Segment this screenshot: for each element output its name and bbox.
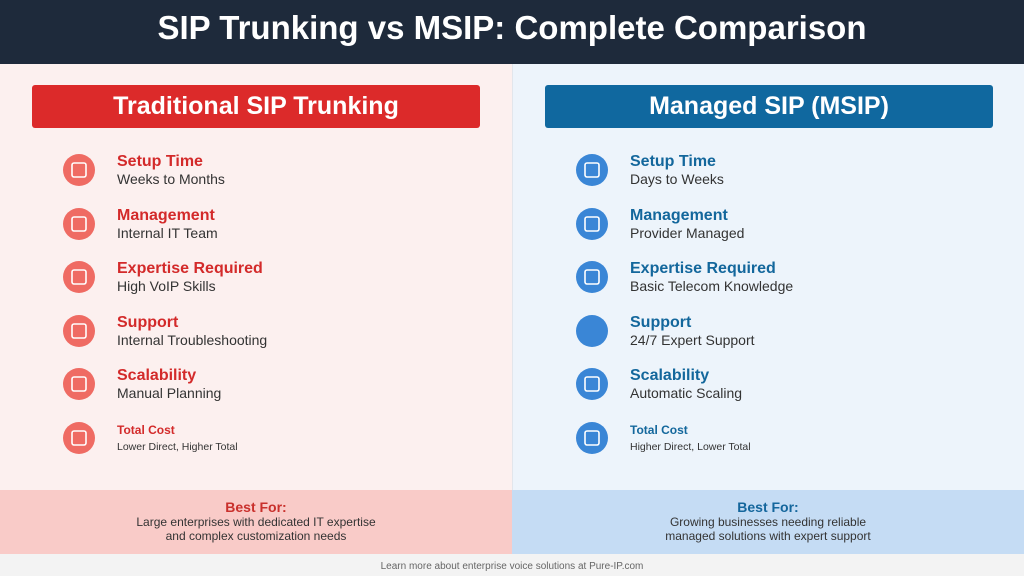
item-value: Days to Weeks — [630, 171, 724, 187]
column-heading: Traditional SIP Trunking — [32, 85, 480, 128]
item-value: Basic Telecom Knowledge — [630, 278, 794, 294]
best-for-box: Best For: Large enterprises with dedicat… — [0, 490, 512, 554]
item-icon — [576, 261, 608, 293]
best-for-line: and complex customization needs — [165, 529, 347, 543]
item-value: Automatic Scaling — [630, 385, 743, 401]
item-icon — [576, 207, 608, 240]
best-for-line: managed solutions with expert support — [665, 529, 871, 543]
column-heading: Managed SIP (MSIP) — [545, 85, 993, 128]
item-icon — [576, 421, 608, 454]
item-icon — [576, 368, 608, 400]
item-icon — [63, 154, 95, 186]
item-value: Weeks to Months — [117, 171, 225, 187]
item-label: Scalability — [630, 367, 710, 384]
item-value: Higher Direct, Lower Total — [630, 440, 751, 453]
item-label: Support — [117, 313, 179, 331]
item-icon — [63, 421, 95, 454]
item-label: Total Cost — [117, 422, 175, 437]
item-value: 24/7 Expert Support — [630, 331, 755, 348]
item-icon — [576, 154, 608, 186]
item-icon — [63, 368, 95, 400]
item-value: Manual Planning — [117, 385, 222, 401]
best-for-box: Best For: Growing businesses needing rel… — [512, 490, 1024, 554]
item-label: Management — [630, 206, 728, 224]
page-title: SIP Trunking vs MSIP: Complete Compariso… — [0, 0, 1024, 64]
item-value: Lower Direct, Higher Total — [117, 440, 238, 453]
item-label: Support — [630, 313, 692, 331]
footer-text: Learn more about enterprise voice soluti… — [380, 561, 644, 572]
msip-column: Managed SIP (MSIP) Setup Time Days to Wee… — [512, 64, 1024, 490]
best-for-label: Best For: — [737, 499, 799, 515]
item-icon — [63, 314, 95, 347]
item-label: Expertise Required — [117, 260, 263, 277]
item-value: Internal IT Team — [117, 224, 218, 241]
item-icon — [576, 314, 608, 347]
item-value: Provider Managed — [630, 224, 745, 241]
item-icon — [63, 261, 95, 293]
item-icon — [63, 207, 95, 240]
item-label: Setup Time — [117, 153, 203, 170]
best-for-label: Best For: — [225, 499, 287, 515]
item-label: Scalability — [117, 367, 197, 384]
item-label: Expertise Required — [630, 260, 776, 277]
best-for-line: Large enterprises with dedicated IT expe… — [136, 515, 376, 529]
item-label: Total Cost — [630, 422, 688, 437]
best-for-line: Growing businesses needing reliable — [669, 515, 867, 529]
item-label: Management — [117, 206, 215, 224]
sip-column: Traditional SIP Trunking Setup Time Weeks… — [0, 64, 512, 490]
item-value: High VoIP Skills — [117, 278, 216, 294]
item-label: Setup Time — [630, 153, 716, 170]
item-value: Internal Troubleshooting — [117, 331, 268, 348]
